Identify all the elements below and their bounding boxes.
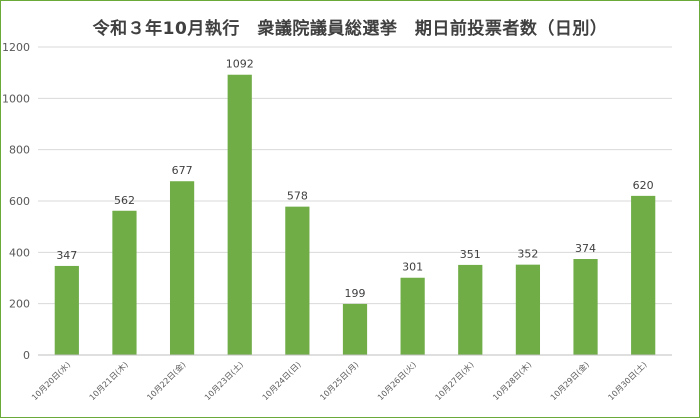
bar <box>342 303 368 355</box>
data-label: 620 <box>633 179 654 192</box>
data-label: 562 <box>114 194 135 207</box>
y-tick-label: 800 <box>9 144 30 157</box>
bar <box>227 74 252 355</box>
x-tick-label: 10月30日(土) <box>606 359 649 402</box>
data-label: 351 <box>460 248 481 261</box>
data-label: 578 <box>287 190 308 203</box>
data-label: 301 <box>402 261 423 274</box>
y-tick-label: 200 <box>9 298 30 311</box>
data-labels: 347 562 677 1092 578 199 301 351 352 374 620 <box>56 58 653 300</box>
x-tick-label: 10月22日(金) <box>145 359 188 402</box>
y-tick-label: 1200 <box>2 41 30 54</box>
bars <box>54 74 656 355</box>
data-label: 352 <box>517 248 538 261</box>
x-tick-label: 10月25日(月) <box>318 360 360 402</box>
x-tick-label: 10月21日(木) <box>87 359 130 402</box>
x-tick-label: 10月29日(金) <box>548 359 591 402</box>
bar <box>400 277 425 355</box>
chart-title: 令和３年10月執行 衆議院議員総選挙 期日前投票者数（日別） <box>92 19 608 39</box>
x-tick-label: 10月23日(土) <box>202 359 245 402</box>
x-tick-label: 10月28日(木) <box>490 359 533 402</box>
data-label: 374 <box>575 242 596 255</box>
y-tick-label: 400 <box>9 246 30 259</box>
y-tick-label: 0 <box>23 349 30 362</box>
x-tick-label: 10月27日(水) <box>433 359 476 402</box>
data-label: 347 <box>56 249 77 262</box>
bar <box>169 181 195 355</box>
bar <box>54 265 79 355</box>
bar <box>285 206 310 355</box>
bar <box>573 259 598 355</box>
y-axis-ticks: 0 200 400 600 800 1000 1200 <box>2 41 30 362</box>
bar <box>631 195 656 355</box>
x-tick-label: 10月24日(日) <box>261 360 303 402</box>
bar <box>515 264 541 355</box>
x-tick-label: 10月20日(水) <box>29 359 72 402</box>
bar <box>112 210 137 355</box>
gridlines <box>38 46 672 305</box>
bar <box>458 264 483 355</box>
data-label: 199 <box>345 287 366 300</box>
x-axis-ticks: 10月20日(水) 10月21日(木) 10月22日(金) 10月23日(土) 10月2… <box>29 359 648 402</box>
y-tick-label: 600 <box>9 195 30 208</box>
y-tick-label: 1000 <box>2 92 30 105</box>
data-label: 677 <box>172 164 193 177</box>
x-tick-label: 10月26日(火) <box>376 360 418 402</box>
data-label: 1092 <box>226 58 254 71</box>
